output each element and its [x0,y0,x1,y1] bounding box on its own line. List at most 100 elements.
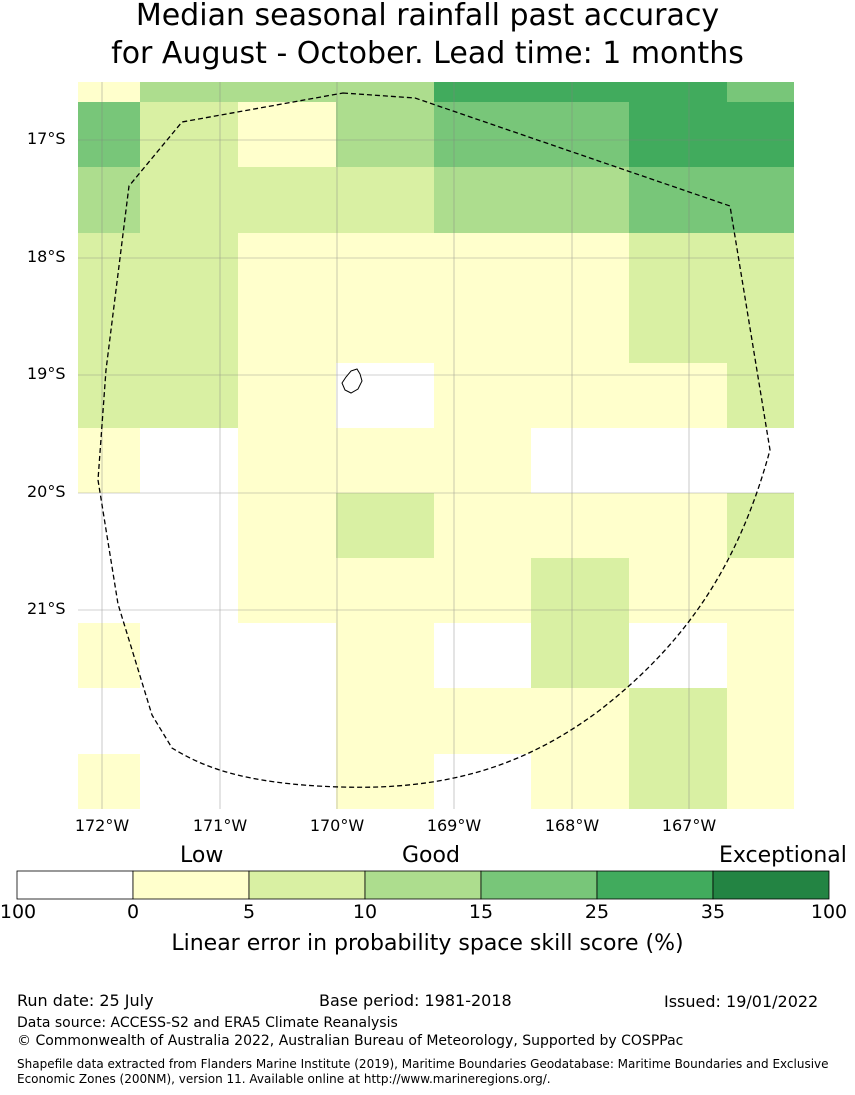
skill-cell [727,167,794,233]
skill-cell [727,102,794,167]
skill-cell [140,233,238,298]
skill-cell [78,558,140,623]
skill-cell [140,298,238,363]
skill-cell [140,754,238,809]
skill-cell [629,363,727,428]
skill-cell [531,558,629,623]
lon-label-169w: 169°W [426,816,482,835]
skill-cell [531,298,629,363]
map-title-line-1: Median seasonal rainfall past accuracy [135,0,720,33]
colorbar-tick: 100 [0,901,37,923]
colorbar-label: Linear error in probability space skill … [171,931,684,956]
base-period: Base period: 1981-2018 [319,991,512,1010]
skill-cell [629,298,727,363]
skill-cell [140,688,238,754]
skill-cell [531,623,629,688]
skill-cell [434,102,531,167]
skill-cell [336,558,434,623]
shapefile-credit-line-1: Shapefile data extracted from Flanders M… [17,1057,829,1071]
skill-cell [434,558,531,623]
skill-cell [336,754,434,809]
skill-cell [629,754,727,809]
skill-cell [336,428,434,493]
colorbar-boxes [16,870,830,900]
skill-cell [434,754,531,809]
skill-cell [140,102,238,167]
lat-label-17s: 17°S [27,129,66,148]
skill-cell [531,428,629,493]
skill-cell [238,754,336,809]
colorbar-tick: 0 [126,901,140,923]
skill-cell [629,82,727,102]
skill-cell [238,428,336,493]
skill-cell [78,688,140,754]
skill-cell [531,493,629,558]
skill-cell [434,493,531,558]
colorbar-box [712,870,830,900]
skill-cell [727,688,794,754]
skill-cell [434,688,531,754]
skill-cell [727,558,794,623]
colorbar-tick: 35 [700,901,726,923]
skill-cell [336,102,434,167]
skill-cell [78,754,140,809]
skill-cell [238,233,336,298]
map-gridlines [78,82,794,809]
skill-cell [727,298,794,363]
skill-cell [78,428,140,493]
colorbar-tick: 5 [242,901,256,923]
skill-cell [140,363,238,428]
skill-cell [531,754,629,809]
skill-cell [336,233,434,298]
issued-date: Issued: 19/01/2022 [664,992,819,1011]
lon-label-172w: 172°W [74,816,130,835]
skill-cell [434,428,531,493]
skill-cell [140,623,238,688]
skill-cell [140,558,238,623]
skill-cell [78,233,140,298]
skill-cell [140,428,238,493]
skill-cell [336,493,434,558]
skill-cell [629,233,727,298]
category-exceptional: Exceptional [719,843,847,868]
skill-cell [629,558,727,623]
niue-island-outline [341,368,363,394]
lat-label-18s: 18°S [27,247,66,266]
colorbar-box [364,870,482,900]
colorbar-box [132,870,250,900]
skill-cell [727,493,794,558]
skill-cell [238,363,336,428]
skill-cell [140,167,238,233]
skill-cell [531,167,629,233]
lat-label-19s: 19°S [27,364,66,383]
run-date: Run date: 25 July [17,991,154,1010]
skill-cell [336,167,434,233]
skill-cell [727,754,794,809]
skill-cell [727,428,794,493]
lon-label-167w: 167°W [661,816,717,835]
skill-cell [727,82,794,102]
skill-cell [336,298,434,363]
skill-cell [78,102,140,167]
skill-cell [434,623,531,688]
skill-cell [238,558,336,623]
skill-cell [629,623,727,688]
skill-cell [78,167,140,233]
shapefile-credit-line-2: Economic Zones (200NM), version 11. Avai… [17,1072,551,1086]
skill-cell [434,298,531,363]
colorbar-tick: 25 [584,901,610,923]
skill-cell [531,233,629,298]
skill-cell [531,82,629,102]
skill-cell [238,688,336,754]
lon-label-171w: 171°W [192,816,248,835]
skill-grid-cells [78,82,794,809]
map-title-line-2: for August - October. Lead time: 1 month… [111,36,744,71]
skill-cell [727,623,794,688]
colorbar-box [16,870,134,900]
skill-cell [78,363,140,428]
colorbar-tick: 100 [810,901,848,923]
colorbar-box [248,870,366,900]
skill-cell [434,82,531,102]
skill-cell [629,493,727,558]
skill-cell [140,493,238,558]
